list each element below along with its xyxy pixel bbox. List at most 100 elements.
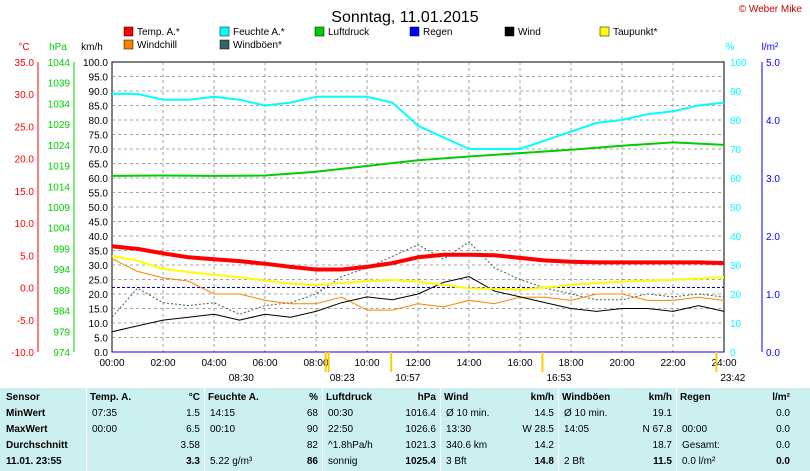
rain-axis-unit: l/m² [762,42,779,53]
stats-col-unit: °C [188,392,200,403]
legend-swatch-0 [123,26,134,37]
stats-cell-value: 0.0 [776,408,790,419]
stats-cell-info: sonnig [328,456,358,467]
x-tick-label: 24:00 [711,358,736,369]
humidity-axis-tick: 50 [730,203,742,214]
sun-marker-label-0: 08:30 [229,373,254,384]
stats-cell-value: 0.0 [776,456,790,467]
temp-axis-tick: 10.0 [15,219,35,230]
stats-cell-info: 22:50 [328,424,354,435]
wind-axis-tick: 20.0 [89,290,109,301]
stats-cell-value: 82 [306,440,318,451]
temp-axis-tick: 35.0 [15,58,35,69]
wind-axis-tick: 100.0 [83,58,108,69]
pressure-axis-tick: 979 [53,327,70,338]
stats-cell-info: 00:00 [682,424,708,435]
wind-axis-tick: 90.0 [89,87,109,98]
stats-row-label: MaxWert [6,424,48,435]
stats-col-head: Luftdruck [326,392,373,403]
pressure-axis-tick: 1024 [48,141,71,152]
series-windchill [111,258,725,311]
wind-axis-tick: 75.0 [89,131,109,142]
pressure-axis-tick: 1019 [48,162,71,173]
pressure-axis-unit: hPa [49,42,67,53]
stats-cell-value: 3.3 [186,456,200,467]
series-gust [111,241,725,318]
wind-axis-tick: 35.0 [89,247,109,258]
stats-table: Sensor MinWert MaxWert Durchschnitt 11.01. 2… [0,388,810,471]
humidity-axis-tick: 20 [730,290,742,301]
legend-label-6: Windchill [137,40,177,51]
legend-label-3: Regen [423,27,452,38]
rain-axis-tick: 4.0 [766,116,780,127]
stats-cell-value: 1.5 [186,408,200,419]
humidity-axis-tick: 70 [730,145,742,156]
stats-cell-value: 1026.6 [405,424,436,435]
stats-cell-value: 6.5 [186,424,200,435]
legend-label-1: Feuchte A.* [233,27,285,38]
x-tick-label: 02:00 [150,358,175,369]
x-tick-label: 04:00 [201,358,226,369]
stats-cell-info: 14:05 [564,424,590,435]
temp-axis-tick: 0.0 [20,284,34,295]
stats-column-divider [440,388,441,471]
stats-cell-info: 0.0 l/m² [682,456,716,467]
legend-swatch-4 [504,26,515,37]
stats-cell-value: 14.5 [534,408,554,419]
pressure-axis-tick: 1009 [48,203,71,214]
wind-axis-tick: 80.0 [89,116,109,127]
rain-axis-tick: 0.0 [766,348,780,359]
wind-axis-tick: 45.0 [89,218,109,229]
stats-cell-value: 68 [306,408,318,419]
rain-axis-tick: 1.0 [766,290,780,301]
stats-cell-info: 2 Bft [564,456,585,467]
stats-col-unit: hPa [417,392,436,403]
weather-chart: Sonntag, 11.01.2015 Temp. A.* Feuchte A.* L… [11,9,780,384]
pressure-axis-tick: 1004 [48,224,71,235]
series-wind [111,276,725,333]
x-tick-label: 22:00 [660,358,685,369]
stats-cell-value: 1016.4 [405,408,436,419]
rain-axis-tick: 3.0 [766,174,780,185]
pressure-axis-tick: 1039 [48,79,71,90]
x-tick-label: 12:00 [405,358,430,369]
stats-column-divider [86,388,87,471]
pressure-axis-tick: 994 [53,265,70,276]
stats-col-head: Windböen [562,392,611,403]
series-temp [111,244,725,272]
x-tick-label: 00:00 [99,358,124,369]
stats-row-label: MinWert [6,408,46,419]
stats-cell-info: 00:00 [92,424,118,435]
wind-axis-tick: 10.0 [89,319,109,330]
stats-row-label: 11.01. 23:55 [6,456,62,467]
temp-axis-tick: 15.0 [15,187,35,198]
wind-axis-tick: 55.0 [89,189,109,200]
legend-label-0: Temp. A.* [137,27,180,38]
sun-marker-label-3: 16:53 [546,373,571,384]
stats-col-unit: km/h [530,392,554,403]
legend-swatch-5 [599,26,610,37]
stats-cell-value: 0.0 [776,424,790,435]
temp-axis-tick: 30.0 [15,90,35,101]
stats-cell-info: Ø 10 min. [564,408,608,419]
stats-col-head: Feuchte A. [208,392,259,403]
wind-axis-tick: 65.0 [89,160,109,171]
wind-axis-tick: 25.0 [89,276,109,287]
pressure-axis-tick: 1034 [48,99,71,110]
stats-col-unit: l/m² [772,392,790,403]
sun-marker-label-1: 08:23 [330,373,355,384]
legend-label-2: Luftdruck [328,27,370,38]
humidity-axis-tick: 100 [730,58,747,69]
legend-swatch-3 [409,26,420,37]
legend-swatch-1 [219,26,230,37]
stats-column-divider [676,388,677,471]
legend-label-5: Taupunkt* [613,27,658,38]
wind-axis-tick: 70.0 [89,145,109,156]
stats-cell-info: ^1.8hPa/h [328,440,373,451]
sun-marker-label-2: 10:57 [395,373,420,384]
x-tick-label: 08:00 [303,358,328,369]
pressure-axis-tick: 1029 [48,120,71,131]
x-tick-label: 20:00 [609,358,634,369]
humidity-axis-tick: 0 [730,348,736,359]
stats-row-label: Durchschnitt [6,440,68,451]
